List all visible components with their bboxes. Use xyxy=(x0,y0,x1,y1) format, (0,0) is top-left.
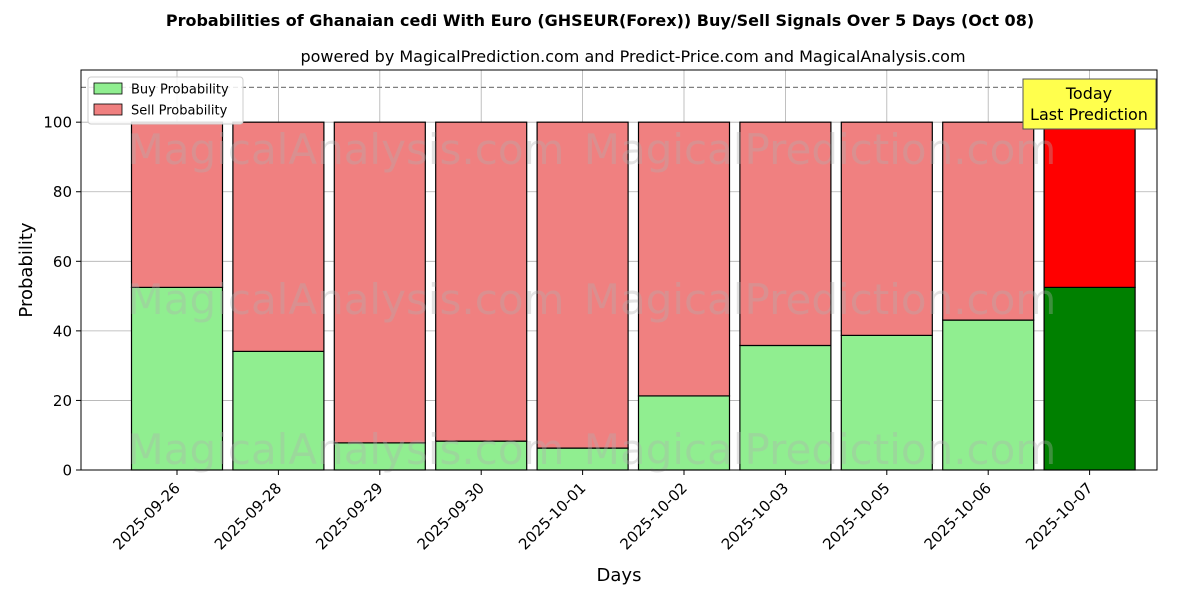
bar-sell-2025-09-29 xyxy=(333,121,426,444)
chart-subtitle: powered by MagicalPrediction.com and Pre… xyxy=(300,47,965,66)
bar-sell-2025-10-06 xyxy=(942,121,1035,321)
bar-buy-2025-09-26 xyxy=(130,286,224,471)
bar-buy-2025-10-03 xyxy=(739,344,832,471)
bar-sell-2025-10-03 xyxy=(739,121,832,347)
legend-box xyxy=(87,76,244,125)
y-axis-label: Probability xyxy=(16,222,37,317)
watermark-text: MagicalPrediction.com xyxy=(584,425,1057,474)
y-tick-label: 100 xyxy=(43,114,72,132)
watermark-text: MagicalAnalysis.com xyxy=(128,425,565,474)
y-tick-label: 20 xyxy=(53,392,72,410)
bar-buy-2025-09-29 xyxy=(333,442,426,471)
x-axis-label: Days xyxy=(597,565,642,586)
x-tick-label: 2025-10-03 xyxy=(718,479,792,553)
y-tick-label: 80 xyxy=(53,183,72,201)
legend: Buy Probability Sell Probability xyxy=(87,76,244,125)
watermark-layer: MagicalAnalysis.com MagicalPrediction.com… xyxy=(128,125,1057,474)
annotation-box xyxy=(1022,78,1157,130)
x-tick-label: 2025-10-07 xyxy=(1022,479,1096,553)
bar-sell-2025-09-28 xyxy=(232,121,325,352)
bar-buy-2025-10-06 xyxy=(942,319,1035,471)
watermark-text: MagicalPrediction.com xyxy=(584,125,1057,174)
plot-frame xyxy=(80,69,1158,471)
bar-buy-2025-10-07 xyxy=(1043,286,1136,471)
bar-sell-2025-10-07 xyxy=(1043,121,1136,288)
bar-sell-2025-10-05 xyxy=(840,121,933,336)
bar-buy-2025-10-02 xyxy=(637,395,731,471)
legend-label-sell: Sell Probability xyxy=(131,104,228,119)
legend-swatch-buy xyxy=(93,82,123,95)
watermark-text: MagicalPrediction.com xyxy=(584,275,1057,324)
annotation-line-2: Last Prediction xyxy=(1030,105,1148,124)
x-tick-label: 2025-09-29 xyxy=(312,479,386,553)
x-tick-label: 2025-09-30 xyxy=(414,479,488,553)
legend-swatch-sell xyxy=(93,103,123,116)
x-tick-label: 2025-09-26 xyxy=(109,479,183,553)
watermark-text: MagicalAnalysis.com xyxy=(128,125,565,174)
x-tick-label: 2025-10-01 xyxy=(515,479,589,553)
annotation-line-1: Today xyxy=(1065,84,1112,103)
bar-sell-2025-10-02 xyxy=(637,121,731,397)
bar-sell-2025-09-26 xyxy=(130,121,224,288)
y-tick-label: 40 xyxy=(53,322,72,340)
x-tick-label: 2025-10-02 xyxy=(616,479,690,553)
chart-title: Probabilities of Ghanaian cedi With Euro… xyxy=(166,11,1034,30)
bar-buy-2025-10-05 xyxy=(840,334,933,471)
y-tick-label: 0 xyxy=(62,462,72,480)
x-tick-label: 2025-09-28 xyxy=(211,479,285,553)
x-tick-label: 2025-10-05 xyxy=(819,479,893,553)
watermark-text: MagicalAnalysis.com xyxy=(128,275,565,324)
legend-label-buy: Buy Probability xyxy=(131,83,229,98)
bar-sell-2025-10-01 xyxy=(536,121,629,449)
x-tick-label: 2025-10-06 xyxy=(921,479,995,553)
today-annotation: Today Last Prediction xyxy=(1022,78,1157,130)
y-tick-label: 60 xyxy=(53,253,72,271)
bar-sell-2025-09-30 xyxy=(435,121,528,442)
bars-layer xyxy=(130,121,1136,471)
